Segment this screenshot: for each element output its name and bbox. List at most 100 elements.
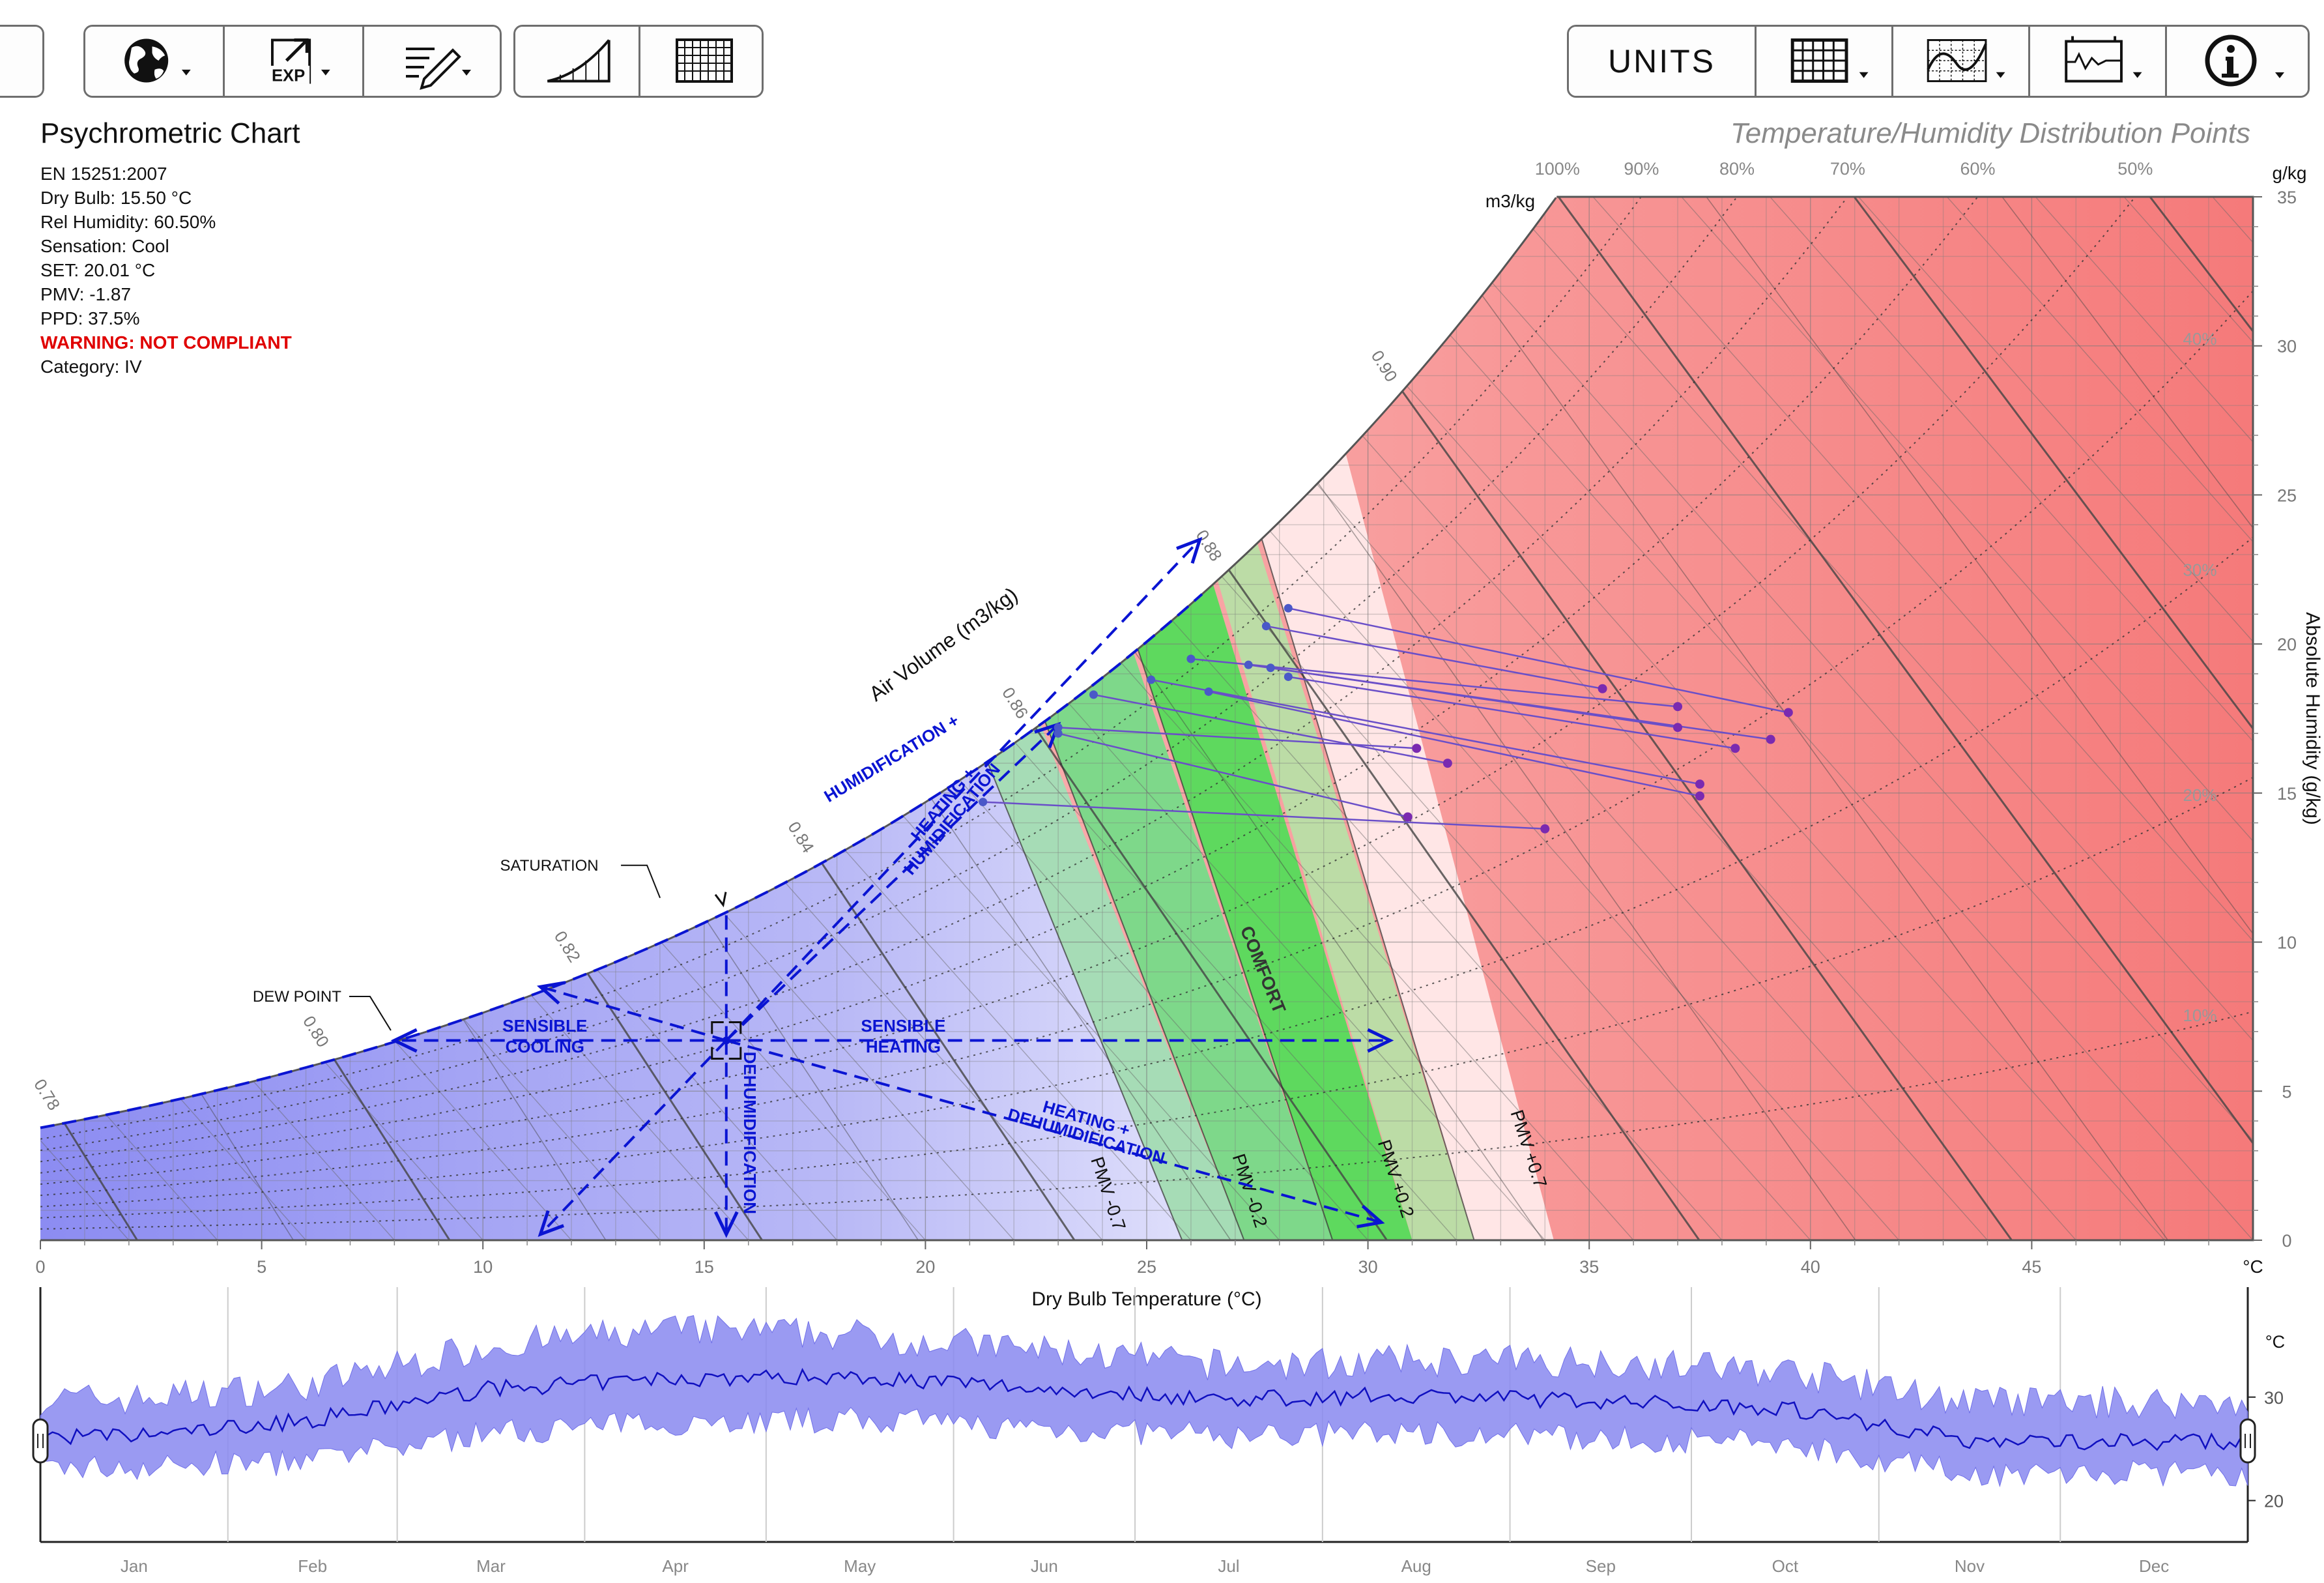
x-tick-label: 45	[2022, 1257, 2041, 1277]
units-label: UNITS	[1608, 43, 1715, 80]
rh-top-label: 90%	[1624, 159, 1659, 179]
edit-icon	[406, 48, 471, 90]
enthalpy-line	[40, 197, 483, 1240]
enthalpy-line	[1592, 197, 2253, 1240]
y-tick-label: 5	[2282, 1082, 2291, 1101]
zone-pale	[1261, 454, 1554, 1240]
chart-curve-button[interactable]	[515, 27, 640, 96]
volume-line	[40, 197, 138, 1240]
timeline-month-label: Jan	[121, 1556, 148, 1576]
y-tick-label: 10	[2277, 933, 2297, 953]
process-arrowhead	[536, 981, 566, 1005]
x-tick-label: 10	[473, 1257, 493, 1277]
y-tick-label: 35	[2277, 188, 2297, 207]
zone-cool	[40, 761, 1183, 1240]
trajectory-start-point	[1054, 729, 1063, 738]
trajectory-start-point	[1261, 622, 1270, 631]
trajectory-end-point	[1695, 779, 1704, 789]
units-button[interactable]: UNITS	[1569, 27, 1757, 96]
volume-line	[1706, 197, 2253, 1240]
range-chart-button[interactable]	[2030, 27, 2167, 96]
timeline-month-label: Nov	[1955, 1556, 1985, 1576]
trajectory-end-point	[1403, 812, 1413, 822]
chart-subtitle: Temperature/Humidity Distribution Points	[1730, 117, 2250, 149]
info-pmv: PMV: -1.87	[40, 284, 132, 304]
enthalpy-line	[1946, 197, 2253, 1240]
grid-options-button[interactable]	[1757, 27, 1893, 96]
range-chart-icon	[2065, 36, 2142, 83]
x-tick-label: 30	[1358, 1257, 1378, 1277]
x-axis-title: Dry Bulb Temperature (°C)	[1031, 1288, 1261, 1310]
dew-point-pointer	[349, 996, 392, 1031]
rh-curves	[40, 197, 2253, 1230]
trajectories	[979, 603, 1793, 834]
chevron-down-icon	[1859, 72, 1869, 78]
edit-button[interactable]	[364, 27, 500, 96]
info-standard: EN 15251:2007	[40, 164, 167, 184]
export-button[interactable]: EXP	[225, 27, 364, 96]
volume-line-label: 0.86	[998, 684, 1032, 722]
chevron-down-icon	[321, 69, 330, 76]
info-button[interactable]	[2167, 27, 2308, 96]
timeline-month-label: Jul	[1218, 1556, 1239, 1576]
toolbar-partial-button[interactable]	[0, 27, 42, 96]
trajectory-end-point	[1766, 734, 1775, 744]
compliance-warning: WARNING: NOT COMPLIANT	[40, 332, 292, 353]
enthalpy-line	[2035, 197, 2253, 1240]
zone-pmv-0.2	[1044, 652, 1333, 1240]
timeline-month-label: Apr	[662, 1556, 689, 1576]
timeline-end-handle[interactable]	[2239, 1418, 2256, 1464]
timeline-month-label: Sep	[1586, 1556, 1616, 1576]
saturation-label: SATURATION	[500, 857, 599, 875]
grid-button[interactable]	[640, 27, 762, 96]
axes: 0 5 10 15 20 25 30 35 40 45 °C Dry Bulb Temperature…	[30, 159, 2323, 1310]
wave-chart-button[interactable]	[1893, 27, 2030, 96]
trajectory-line	[1266, 625, 1603, 690]
zone-boundary	[1261, 538, 1475, 1240]
trajectory-start-point	[1266, 663, 1275, 673]
y-tick-label: 25	[2277, 486, 2297, 505]
zone-pmv+0.2	[1138, 584, 1413, 1240]
info-icon	[2205, 35, 2284, 87]
process-arrowhead	[1367, 1028, 1394, 1053]
trajectory-start-point	[1284, 672, 1293, 681]
trajectory-line	[1058, 726, 1417, 749]
zone-boundary	[1044, 721, 1245, 1240]
trajectory-start-point	[1204, 687, 1213, 696]
volume-line	[1410, 197, 2169, 1240]
state-point-crosshair	[711, 1021, 742, 1060]
chart-curve-icon	[547, 39, 610, 83]
process-arrowhead	[713, 1211, 739, 1238]
air-volume-label: Air Volume (m3/kg)	[865, 583, 1022, 706]
rh-top-label: 60%	[1960, 159, 1996, 179]
trajectory-start-point	[1284, 603, 1293, 613]
toolbar-left-group-3	[513, 25, 764, 98]
trajectory-start-point	[979, 798, 988, 807]
y-tick-label: 0	[2282, 1231, 2291, 1251]
saturation-arrowhead	[714, 892, 727, 908]
process-arrowhead	[1176, 536, 1203, 564]
enthalpy-line	[1770, 197, 2253, 1240]
trajectory-start-point	[1147, 675, 1156, 684]
timeline-month-label: Jun	[1031, 1556, 1058, 1576]
x-tick-label: 15	[695, 1257, 714, 1277]
info-ppd: PPD: 37.5%	[40, 308, 140, 328]
trajectory-start-point	[1089, 690, 1098, 699]
x-tick-label: 20	[915, 1257, 935, 1277]
rh-top-label: 80%	[1719, 159, 1755, 179]
process-arrow	[539, 1039, 728, 1236]
trajectory-start-point	[1054, 723, 1063, 732]
volume-unit-label: m3/kg	[1485, 191, 1535, 211]
timeline-range-area	[40, 1314, 2248, 1488]
dew-point-label: DEW POINT	[253, 988, 341, 1006]
timeline-start-handle[interactable]	[32, 1418, 49, 1464]
volume-line	[1853, 197, 2253, 1240]
trajectory-end-point	[1412, 744, 1422, 753]
toolbar-right-group: UNITS	[1567, 25, 2310, 98]
trajectory-end-point	[1783, 708, 1793, 718]
rh-inline-label: 40%	[2183, 329, 2216, 349]
location-button[interactable]	[85, 27, 225, 96]
rh-inline-label: 10%	[2183, 1006, 2216, 1025]
wave-chart-icon	[1927, 38, 2005, 83]
